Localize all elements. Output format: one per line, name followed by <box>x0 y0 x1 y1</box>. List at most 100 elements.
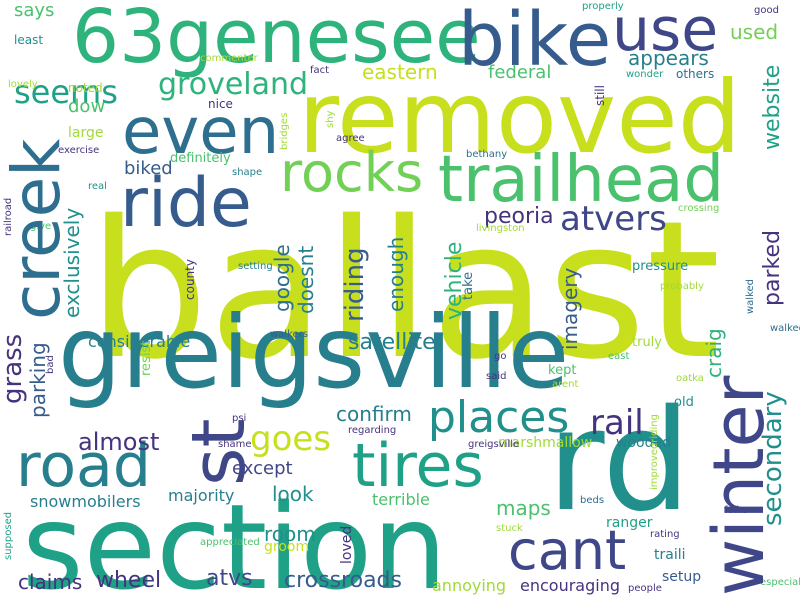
word-good: good <box>754 5 779 16</box>
word-maps: maps <box>496 496 551 520</box>
word-section: section <box>22 478 447 600</box>
word-says: says <box>14 0 55 21</box>
word-county: probably <box>660 281 704 292</box>
word-dow: dow <box>68 96 106 117</box>
word-least: least <box>14 33 44 47</box>
word-shy: shy <box>325 110 336 128</box>
word-groveland: groveland <box>158 67 309 102</box>
word-properly: properly <box>582 1 624 12</box>
word-eastern: eastern <box>362 60 438 84</box>
word-secondary: secondary <box>758 391 788 526</box>
word-riding: riding <box>340 247 370 322</box>
word-resist: oatka <box>676 373 704 384</box>
word-railroad: crossing <box>678 203 720 214</box>
word-claims: claims <box>18 570 83 594</box>
word-truly: walkers <box>270 329 308 340</box>
word-majority: majority <box>168 486 235 505</box>
word-stuck: rating <box>650 529 680 540</box>
word-still: still <box>593 85 607 106</box>
word-wooded: wooded <box>616 435 671 451</box>
word-doesnt: doesnt <box>294 245 318 314</box>
word-rocks: rocks <box>280 141 424 204</box>
word-probably: county <box>183 259 197 300</box>
word-biked: biked <box>124 158 173 179</box>
word-regarding: loved <box>339 525 355 564</box>
word-ride: ride <box>120 164 252 243</box>
word-cant: cant <box>508 519 627 582</box>
word-fact: fact <box>310 65 330 76</box>
word-supposed: greigsville <box>468 439 520 450</box>
word-63genesee: 63geneseе <box>72 0 481 80</box>
word-loved: shame <box>218 439 252 450</box>
word-agree: agree <box>336 133 365 144</box>
word-almost: almost <box>78 428 160 456</box>
word-old: bad <box>45 355 56 374</box>
word-improvedriding: supposed <box>3 511 14 560</box>
word-room: room <box>264 522 316 546</box>
word-atvers: atvers <box>560 199 667 239</box>
word-grass: grass <box>0 333 28 404</box>
word-bike: bike <box>458 0 612 83</box>
word-oatka: arent <box>552 379 579 390</box>
word-commenter: commenter <box>200 53 258 64</box>
word-encouraging: encouraging <box>520 576 620 595</box>
word-considerable: considerable <box>88 332 191 351</box>
word-lovely: lovely <box>8 79 38 90</box>
word-give: give <box>30 221 52 232</box>
word-east: walked <box>770 323 800 334</box>
word-trailhead: trailhead <box>438 143 724 217</box>
word-used: used <box>730 20 779 44</box>
word-traili: traili <box>654 547 686 563</box>
word-parked: parked <box>760 230 785 306</box>
word-appears: appears <box>628 46 709 70</box>
word-walkers: walked <box>745 278 756 314</box>
word-goes: goes <box>250 419 332 459</box>
word-psi: old <box>674 395 694 410</box>
word-crossing: livingston <box>476 223 525 234</box>
word-crossroads: crossroads <box>284 568 402 593</box>
word-kept: go <box>494 351 507 362</box>
word-ranger: ranger <box>606 515 653 531</box>
word-tires: tires <box>352 431 484 501</box>
word-folks: beds <box>580 495 605 506</box>
word-real: real <box>88 181 107 192</box>
word-noted: noted <box>68 81 103 95</box>
word-annoying: annoying <box>432 576 507 595</box>
word-rating: folks <box>724 505 748 516</box>
word-snowmobilers: snowmobilers <box>30 492 141 511</box>
word-parking: parking <box>26 342 50 418</box>
word-satellite: satellite <box>348 330 436 355</box>
word-especially: people <box>628 583 662 594</box>
word-definitely: definitely <box>170 151 231 166</box>
word-livingston: railroad <box>3 197 14 236</box>
word-setting: pressure <box>632 259 689 274</box>
word-wonder: wonder <box>626 69 664 80</box>
word-terrible: terrible <box>372 490 430 509</box>
word-road: road <box>16 431 151 501</box>
word-others: others <box>676 67 715 81</box>
word-marshmallow: marshmallow <box>498 435 593 451</box>
word-high: especially <box>760 577 800 588</box>
word-use: use <box>612 0 719 65</box>
word-places: places <box>428 392 570 443</box>
word-rail: rail <box>590 403 644 443</box>
word-google: google <box>270 244 294 312</box>
word-look: look <box>272 482 314 506</box>
word-even: even <box>122 95 280 169</box>
word-shame: psi <box>232 413 247 424</box>
word-bad: resist <box>139 340 154 376</box>
word-removed: removed <box>298 59 742 176</box>
word-said: kept <box>548 363 577 378</box>
word-st: st <box>176 418 262 486</box>
word-imagery: imagery <box>558 267 582 350</box>
word-ballast: ballast <box>88 180 721 401</box>
word-nice: nice <box>208 97 233 111</box>
word-bethany: bethany <box>466 149 508 160</box>
word-atvs: atvs <box>206 566 253 591</box>
word-shape: shape <box>232 167 263 178</box>
word-greigsville-small: regarding <box>348 425 397 436</box>
word-walked: truly <box>632 335 662 350</box>
word-bridges: bridges <box>279 112 290 150</box>
word-except: except <box>232 458 293 479</box>
